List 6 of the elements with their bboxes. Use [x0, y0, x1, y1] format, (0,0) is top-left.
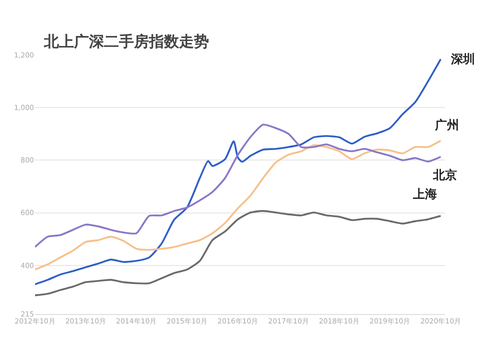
chart-title: 北上广深二手房指数走势	[43, 32, 210, 51]
series-label: 北京	[432, 168, 457, 182]
series-label: 广州	[434, 118, 459, 132]
series-label: 深圳	[450, 52, 475, 66]
series-label: 上海	[412, 187, 437, 201]
line-series	[35, 210, 442, 296]
